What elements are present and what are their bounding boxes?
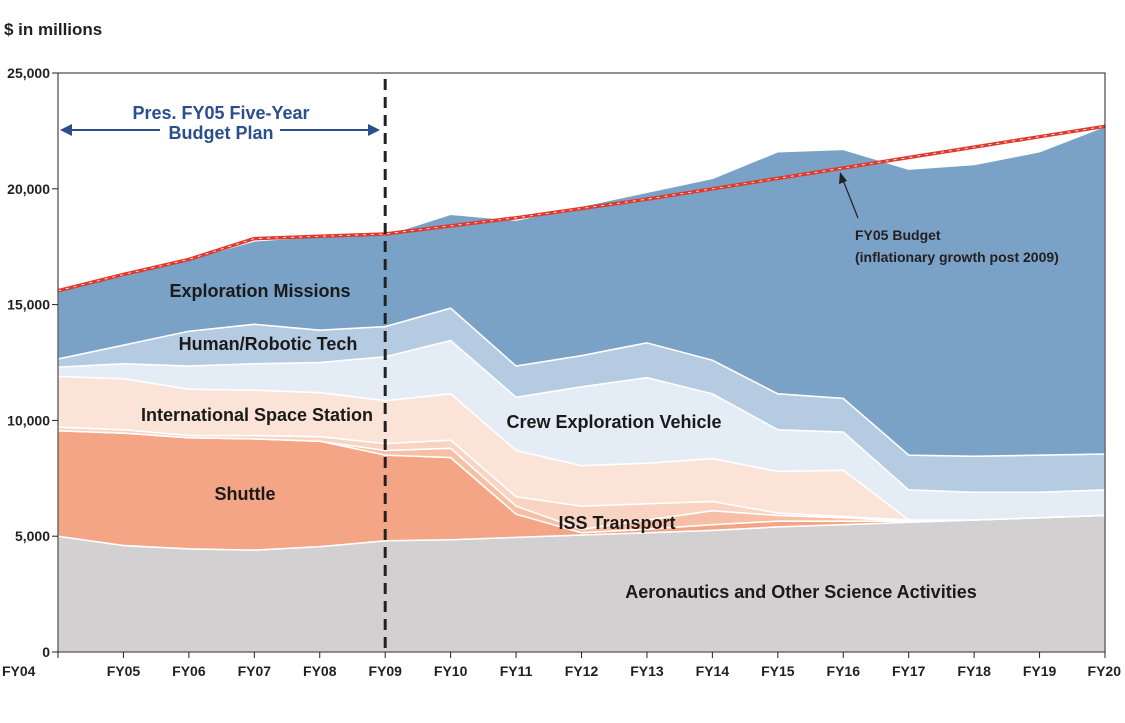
plan-span-arrow [60, 124, 380, 136]
y-tick-label: 20,000 [7, 181, 50, 197]
plan-annotation-line1: Pres. FY05 Five-Year [132, 103, 309, 123]
y-tick-label: 15,000 [7, 297, 50, 313]
label-human-robotic-tech: Human/Robotic Tech [179, 334, 358, 354]
x-tick-label: FY11 [500, 663, 533, 679]
y-tick-label: 5,000 [15, 528, 50, 544]
x-tick-label: FY18 [957, 663, 991, 679]
label-international-space-station: International Space Station [141, 405, 373, 425]
x-tick-label: FY14 [696, 663, 730, 679]
label-crew-exploration-vehicle: Crew Exploration Vehicle [506, 412, 721, 432]
x-tick-label: FY16 [827, 663, 861, 679]
fy05-budget-line [57, 124, 1106, 293]
x-tick-label: FY12 [565, 663, 599, 679]
x-tick-label: FY10 [434, 663, 468, 679]
x-tick-label: FY05 [107, 663, 141, 679]
x-tick-label: FY15 [761, 663, 795, 679]
x-tick-label: FY08 [303, 663, 337, 679]
y-tick-label: 25,000 [7, 65, 50, 81]
y-unit-label: $ in millions [4, 20, 102, 39]
budget-annotation-line1: FY05 Budget [855, 227, 941, 243]
plan-annotation-line2: Budget Plan [168, 123, 273, 143]
x-tick-label: FY07 [238, 663, 272, 679]
budget-callout-arrow [839, 172, 859, 219]
stacked-areas [57, 125, 1106, 653]
x-tick-label: FY20 [1088, 663, 1122, 679]
fy05-budget-line-group [57, 124, 1106, 293]
x-tick-label: FY04 [2, 663, 36, 679]
x-tick-label: FY09 [368, 663, 402, 679]
budget-annotation-line2: (inflationary growth post 2009) [855, 249, 1059, 265]
y-tick-labels: 0 5,000 10,000 15,000 20,000 25,000 [7, 65, 50, 660]
axes [52, 72, 1106, 658]
label-aeronautics: Aeronautics and Other Science Activities [625, 582, 976, 602]
label-shuttle: Shuttle [215, 484, 276, 504]
x-tick-label: FY19 [1023, 663, 1057, 679]
label-iss-transport: ISS Transport [558, 513, 675, 533]
y-tick-label: 10,000 [7, 412, 50, 428]
x-tick-label: FY06 [172, 663, 206, 679]
x-tick-label: FY13 [630, 663, 664, 679]
x-tick-labels: FY04 FY05 FY06 FY07 FY08 FY09 FY10 FY11 FY12 FY13… [2, 663, 1121, 679]
y-tick-label: 0 [42, 644, 50, 660]
x-tick-label: FY17 [892, 663, 926, 679]
label-exploration-missions: Exploration Missions [169, 281, 350, 301]
